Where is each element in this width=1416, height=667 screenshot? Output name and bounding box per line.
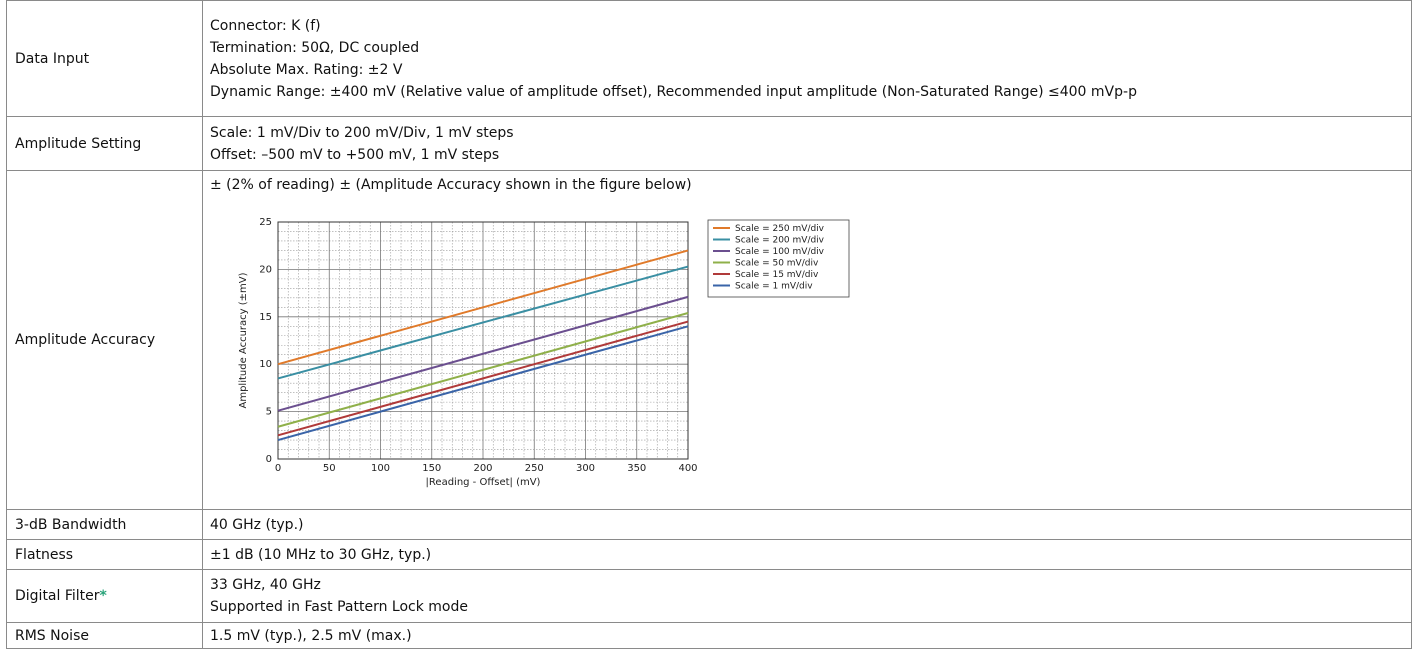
value-amplitude-setting: Scale: 1 mV/Div to 200 mV/Div, 1 mV step…	[202, 116, 1412, 171]
value-rms-noise: 1.5 mV (typ.), 2.5 mV (max.)	[202, 622, 1412, 649]
digital-filter-label: Digital Filter	[15, 588, 100, 604]
value-flatness: ±1 dB (10 MHz to 30 GHz, typ.)	[202, 539, 1412, 570]
filter-frequencies-text: 33 GHz, 40 GHz	[210, 577, 321, 593]
connector-text: Connector: K (f)	[210, 17, 321, 34]
accuracy-chart: 0 50 100 150 200 250 300 350 400 0 5 10 15 20 25 |Readi…	[238, 217, 850, 488]
legend-label: Scale = 15 mV/div	[735, 270, 819, 280]
y-tick-label: 15	[259, 312, 272, 323]
row-bandwidth: 3-dB Bandwidth 40 GHz (typ.)	[6, 509, 1412, 540]
label-amplitude-accuracy: Amplitude Accuracy	[6, 170, 203, 510]
footnote-asterisk: *	[99, 588, 107, 604]
series-line	[277, 320, 689, 437]
x-tick-label: 50	[323, 463, 336, 474]
row-digital-filter: Digital Filter* 33 GHz, 40 GHz Supported…	[6, 569, 1412, 623]
x-tick-label: 150	[422, 463, 441, 474]
spec-table: Data Input Connector: K (f) Termination:…	[6, 0, 1412, 649]
value-bandwidth: 40 GHz (typ.)	[202, 509, 1412, 540]
series-line	[277, 265, 689, 380]
accuracy-formula-text: ± (2% of reading) ± (Amplitude Accuracy …	[210, 177, 692, 193]
series-line	[277, 249, 689, 366]
label-flatness: Flatness	[6, 539, 203, 570]
label-data-input: Data Input	[6, 0, 203, 117]
legend-label: Scale = 100 mV/div	[735, 247, 825, 257]
y-tick-label: 20	[259, 264, 272, 275]
x-tick-label: 400	[678, 463, 697, 474]
value-data-input: Connector: K (f) Termination: 50Ω, DC co…	[202, 0, 1412, 117]
legend-box	[707, 219, 850, 298]
max-rating-text: Absolute Max. Rating: ±2 V	[210, 61, 403, 78]
x-tick-label: 200	[473, 463, 492, 474]
filter-mode-text: Supported in Fast Pattern Lock mode	[210, 599, 468, 615]
termination-text: Termination: 50Ω, DC coupled	[210, 39, 420, 56]
series-line	[277, 295, 689, 412]
legend-label: Scale = 250 mV/div	[735, 224, 825, 234]
dynamic-range-text: Dynamic Range: ±400 mV (Relative value o…	[210, 83, 1137, 100]
row-rms-noise: RMS Noise 1.5 mV (typ.), 2.5 mV (max.)	[6, 622, 1412, 649]
series-line	[277, 325, 689, 442]
label-digital-filter: Digital Filter*	[6, 569, 203, 623]
series-line	[277, 312, 689, 428]
value-amplitude-accuracy: ± (2% of reading) ± (Amplitude Accuracy …	[202, 170, 1412, 510]
legend-label: Scale = 50 mV/div	[735, 259, 819, 269]
scale-text: Scale: 1 mV/Div to 200 mV/Div, 1 mV step…	[210, 124, 514, 141]
plot-frame	[277, 221, 689, 460]
x-tick-label: 350	[627, 463, 646, 474]
y-tick-label: 0	[266, 454, 272, 465]
row-amplitude-accuracy: Amplitude Accuracy ± (2% of reading) ± (…	[6, 170, 1412, 510]
value-digital-filter: 33 GHz, 40 GHz Supported in Fast Pattern…	[202, 569, 1412, 623]
label-bandwidth: 3-dB Bandwidth	[6, 509, 203, 540]
x-tick-label: 0	[275, 463, 281, 474]
y-tick-label: 5	[266, 407, 272, 418]
row-flatness: Flatness ±1 dB (10 MHz to 30 GHz, typ.)	[6, 539, 1412, 570]
x-tick-label: 250	[525, 463, 544, 474]
y-tick-label: 25	[259, 217, 272, 228]
y-axis-label: Amplitude Accuracy (±mV)	[238, 272, 249, 408]
y-tick-label: 10	[259, 359, 272, 370]
x-tick-label: 300	[576, 463, 595, 474]
label-rms-noise: RMS Noise	[6, 622, 203, 649]
row-amplitude-setting: Amplitude Setting Scale: 1 mV/Div to 200…	[6, 116, 1412, 171]
offset-text: Offset: –500 mV to +500 mV, 1 mV steps	[210, 146, 500, 163]
x-axis-label: |Reading - Offset| (mV)	[426, 477, 541, 488]
x-tick-label: 100	[371, 463, 390, 474]
legend-label: Scale = 1 mV/div	[735, 282, 813, 292]
row-data-input: Data Input Connector: K (f) Termination:…	[6, 0, 1412, 117]
label-amplitude-setting: Amplitude Setting	[6, 116, 203, 171]
legend-label: Scale = 200 mV/div	[735, 236, 825, 246]
